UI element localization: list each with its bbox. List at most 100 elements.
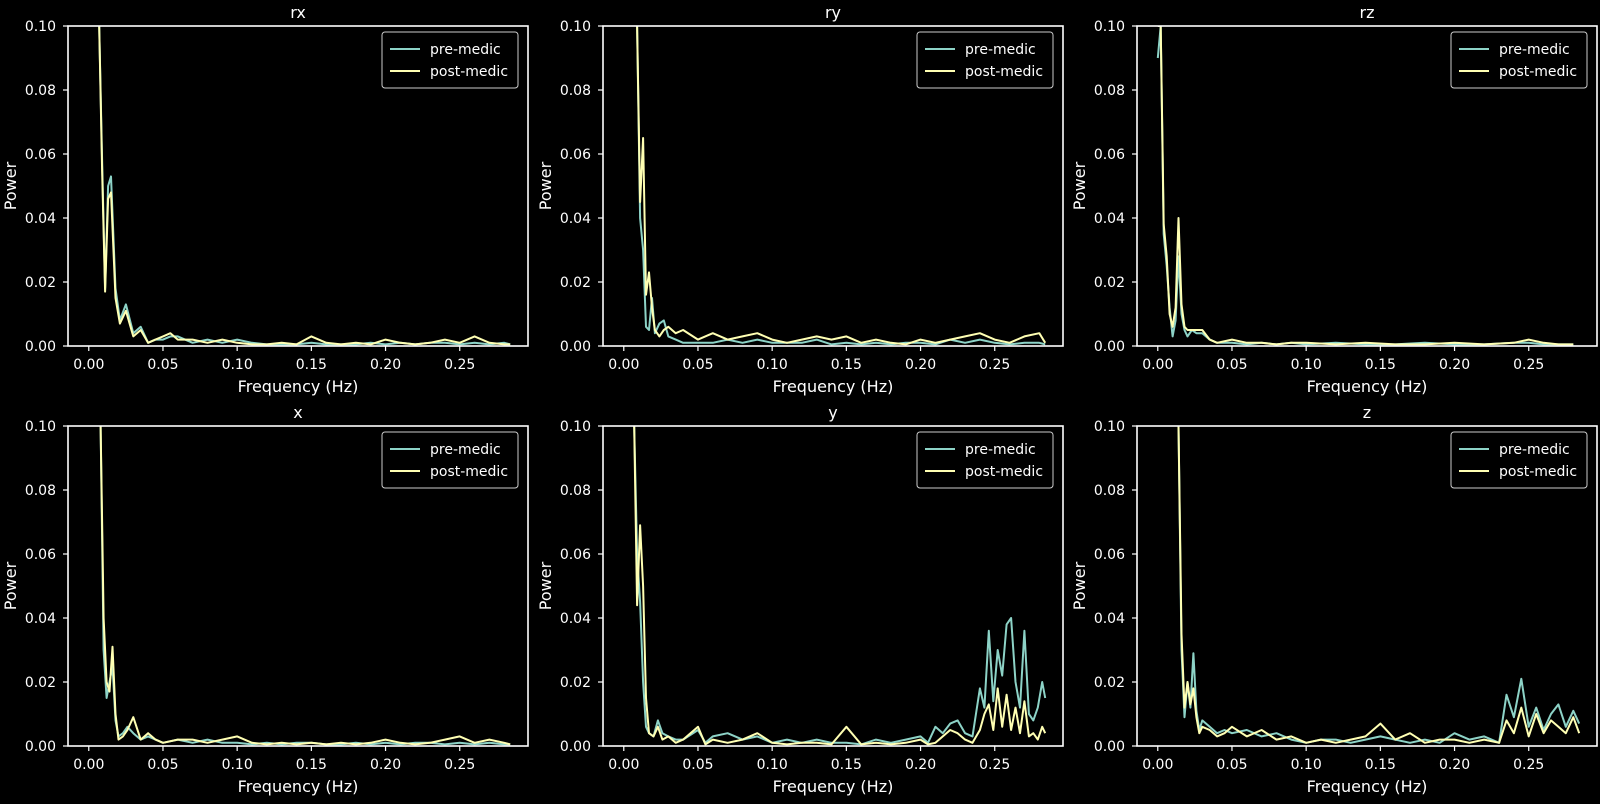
x-tick-label: 0.20 [370,757,401,773]
subplot-title: z [1363,403,1371,422]
y-axis-label: Power [536,561,555,610]
y-tick-label: 0.08 [1094,483,1125,499]
legend: pre-medic post-medic [1450,431,1588,489]
x-tick-label: 0.25 [1513,757,1544,773]
x-tick-label: 0.10 [1291,757,1322,773]
y-tick-label: 0.02 [25,675,56,691]
x-tick-label: 0.25 [444,757,475,773]
x-tick-label: 0.25 [1513,357,1544,373]
x-tick-label: 0.25 [444,357,475,373]
legend: pre-medic post-medic [916,31,1054,89]
y-tick-label: 0.00 [25,739,56,755]
subplot-title: ry [825,3,841,22]
x-tick-label: 0.05 [147,757,178,773]
x-tick-label: 0.15 [296,757,327,773]
subplot-title: x [293,403,302,422]
y-tick-label: 0.02 [560,275,591,291]
y-axis-label: Power [1,161,20,210]
x-axis-label: Frequency (Hz) [1307,777,1428,796]
legend: pre-medic post-medic [381,431,519,489]
legend-box [381,31,519,89]
y-tick-label: 0.08 [1094,83,1125,99]
x-tick-label: 0.10 [757,757,788,773]
legend-label-post-medic: post-medic [1499,64,1577,80]
x-tick-label: 0.00 [1142,757,1173,773]
legend-box [381,431,519,489]
y-tick-label: 0.06 [560,147,591,163]
legend-box [916,431,1054,489]
subplot-x: x 0.00 0.05 0.10 0.15 0.20 0.25 0.00 0.02 0.04 0.0… [1,403,529,796]
x-tick-label: 0.10 [222,357,253,373]
y-tick-label: 0.00 [560,739,591,755]
series-line-post-medic [1177,426,1581,744]
plot-frame [1136,25,1598,347]
x-tick-label: 0.05 [1216,357,1247,373]
legend-box [916,31,1054,89]
x-tick-label: 0.05 [682,757,713,773]
x-tick-label: 0.05 [1216,757,1247,773]
y-tick-label: 0.10 [560,19,591,35]
y-tick-label: 0.10 [560,419,591,435]
y-tick-label: 0.00 [25,339,56,355]
plot-frame [67,25,529,347]
x-tick-label: 0.10 [1291,357,1322,373]
y-tick-label: 0.02 [1094,275,1125,291]
legend-label-pre-medic: pre-medic [430,42,501,58]
x-tick-label: 0.25 [979,757,1010,773]
subplot-z: z 0.00 0.05 0.10 0.15 0.20 0.25 0.00 0.02 0.04 0.0… [1070,403,1598,796]
subplot-title: rx [290,3,306,22]
y-axis-label: Power [536,161,555,210]
series-line-post-medic [1157,26,1574,346]
x-tick-label: 0.05 [147,357,178,373]
x-axis-label: Frequency (Hz) [773,777,894,796]
x-tick-label: 0.15 [296,357,327,373]
subplot-rz: rz 0.00 0.05 0.10 0.15 0.20 0.25 0.00 0.02 0.04 0.… [1070,3,1598,396]
y-tick-label: 0.04 [1094,211,1125,227]
x-tick-label: 0.10 [222,757,253,773]
x-tick-label: 0.05 [682,357,713,373]
x-axis-label: Frequency (Hz) [238,777,359,796]
y-tick-label: 0.08 [560,83,591,99]
y-tick-label: 0.04 [25,611,56,627]
plot-frame [1136,425,1598,747]
y-tick-label: 0.06 [25,547,56,563]
x-tick-label: 0.25 [979,357,1010,373]
y-tick-label: 0.10 [25,19,56,35]
legend: pre-medic post-medic [1450,31,1588,89]
x-tick-label: 0.15 [1365,357,1396,373]
x-tick-label: 0.15 [831,357,862,373]
y-tick-label: 0.02 [25,275,56,291]
y-axis-label: Power [1070,161,1089,210]
legend-label-pre-medic: pre-medic [965,42,1036,58]
y-tick-label: 0.06 [25,147,56,163]
y-tick-label: 0.02 [560,675,591,691]
legend-label-pre-medic: pre-medic [1499,442,1570,458]
y-tick-label: 0.04 [560,611,591,627]
subplot-title: y [828,403,837,422]
y-tick-label: 0.08 [25,83,56,99]
x-axis-label: Frequency (Hz) [1307,377,1428,396]
x-tick-label: 0.20 [1439,757,1470,773]
y-tick-label: 0.06 [1094,547,1125,563]
y-tick-label: 0.10 [25,419,56,435]
legend-label-post-medic: post-medic [965,64,1043,80]
legend-label-post-medic: post-medic [430,64,508,80]
x-tick-label: 0.10 [757,357,788,373]
y-tick-label: 0.04 [560,211,591,227]
subplot-ry: ry 0.00 0.05 0.10 0.15 0.20 0.25 0.00 0.02 0.04 0.… [536,3,1064,396]
series-line-post-medic [636,26,1047,346]
legend-label-post-medic: post-medic [1499,464,1577,480]
y-tick-label: 0.06 [560,547,591,563]
y-tick-label: 0.10 [1094,419,1125,435]
x-tick-label: 0.00 [608,357,639,373]
y-tick-label: 0.00 [1094,339,1125,355]
legend-label-pre-medic: pre-medic [430,442,501,458]
y-tick-label: 0.00 [560,339,591,355]
y-tick-label: 0.02 [1094,675,1125,691]
y-tick-label: 0.04 [25,211,56,227]
x-tick-label: 0.20 [1439,357,1470,373]
plot-frame [67,425,529,747]
x-tick-label: 0.20 [905,757,936,773]
x-tick-label: 0.00 [608,757,639,773]
